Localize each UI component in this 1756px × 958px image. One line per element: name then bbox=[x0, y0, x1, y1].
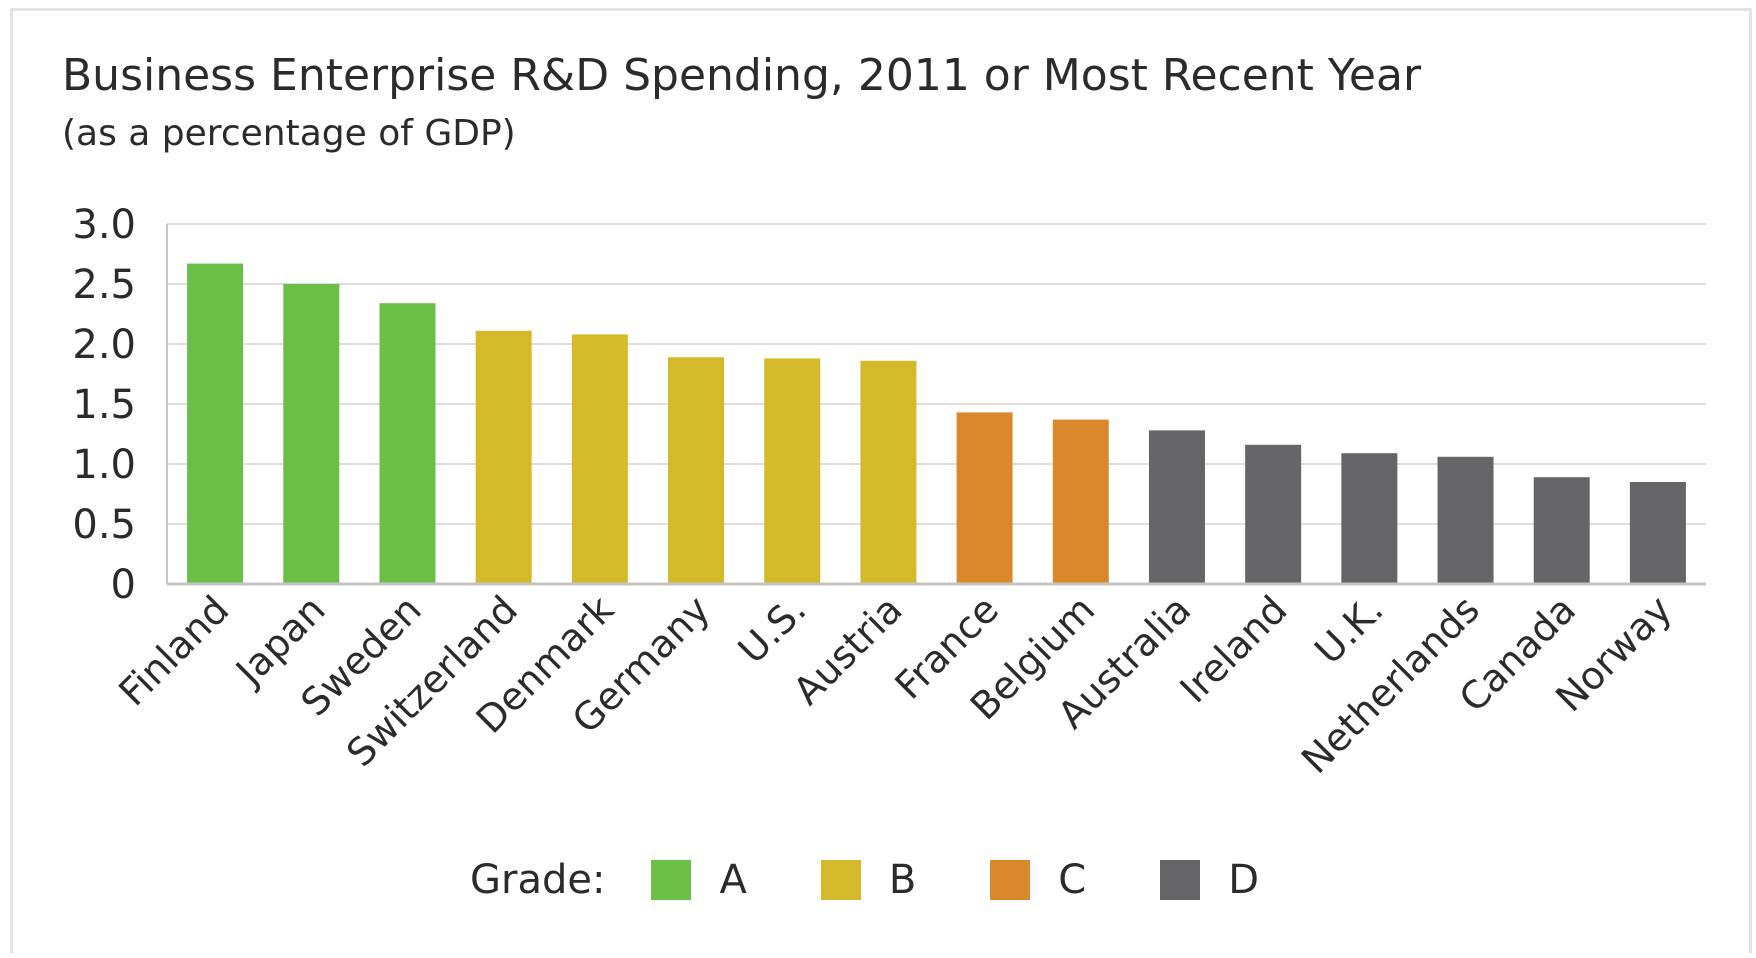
y-tick-label: 2.5 bbox=[72, 262, 136, 308]
legend-swatch-b bbox=[820, 860, 861, 900]
bar bbox=[1341, 453, 1398, 584]
bar bbox=[571, 334, 628, 584]
legend: Grade: A B C D bbox=[470, 850, 1333, 910]
bar bbox=[668, 357, 725, 584]
legend-text-c: C bbox=[1058, 857, 1087, 903]
legend-swatch-c bbox=[990, 860, 1031, 900]
chart-subtitle: (as a percentage of GDP) bbox=[62, 113, 516, 154]
legend-label: Grade: bbox=[470, 857, 606, 903]
bar bbox=[187, 263, 244, 584]
y-tick-label: 3.0 bbox=[72, 202, 136, 248]
y-tick-label: 1.5 bbox=[72, 382, 136, 428]
x-tick-label: Ireland bbox=[1171, 587, 1295, 711]
legend-item-d: D bbox=[1160, 857, 1259, 903]
y-tick-label: 1.0 bbox=[72, 442, 136, 488]
legend-item-b: B bbox=[820, 857, 917, 903]
bar bbox=[1437, 456, 1494, 584]
bar bbox=[764, 358, 821, 584]
legend-text-b: B bbox=[888, 857, 917, 903]
bar bbox=[1052, 419, 1109, 584]
bar bbox=[860, 360, 917, 584]
bar bbox=[1245, 444, 1302, 584]
chart-title: Business Enterprise R&D Spending, 2011 o… bbox=[62, 50, 1422, 101]
x-tick-label: U.S. bbox=[730, 587, 815, 672]
legend-swatch-d bbox=[1160, 860, 1201, 900]
legend-item-c: C bbox=[990, 857, 1086, 903]
bar bbox=[475, 330, 532, 584]
y-tick-label: 2.0 bbox=[72, 322, 136, 368]
y-tick-label: 0.5 bbox=[72, 502, 136, 548]
bar bbox=[379, 303, 436, 584]
legend-swatch-a bbox=[651, 860, 692, 900]
x-tick-label: Austria bbox=[785, 587, 911, 713]
bar bbox=[956, 412, 1013, 584]
legend-text-d: D bbox=[1228, 857, 1260, 903]
bar bbox=[1148, 430, 1205, 584]
x-tick-label: U.K. bbox=[1306, 587, 1391, 672]
legend-item-a: A bbox=[651, 857, 747, 903]
y-tick-label: 0 bbox=[111, 562, 136, 608]
bar bbox=[1533, 477, 1590, 584]
legend-text-a: A bbox=[719, 857, 747, 903]
bar bbox=[1629, 482, 1686, 584]
bar bbox=[283, 284, 340, 584]
